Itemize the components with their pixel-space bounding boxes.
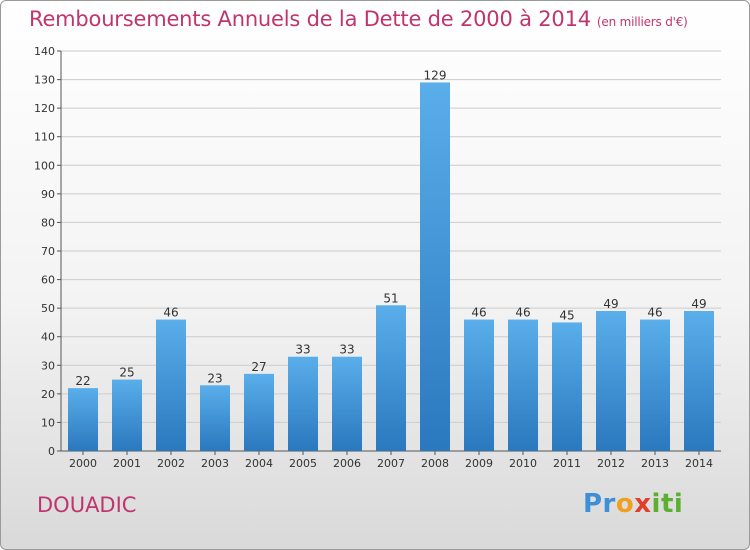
data-label: 22: [75, 374, 90, 388]
bar: [552, 322, 582, 451]
bar: [684, 311, 714, 451]
bar: [156, 319, 186, 451]
data-label: 49: [691, 297, 706, 311]
x-tick-label: 2008: [421, 457, 449, 470]
proxiti-logo: Proxiti: [583, 489, 683, 519]
y-tick-label: 130: [34, 74, 55, 87]
data-label: 33: [339, 343, 354, 357]
bar: [640, 319, 670, 451]
y-tick-label: 110: [34, 131, 55, 144]
commune-name: DOUADIC: [37, 493, 137, 517]
data-label: 46: [647, 306, 662, 320]
logo-part-3: x: [634, 489, 652, 519]
x-tick-label: 2006: [333, 457, 361, 470]
bar: [332, 356, 362, 451]
data-label: 33: [295, 343, 310, 357]
x-tick-label: 2000: [69, 457, 97, 470]
y-tick-label: 100: [34, 159, 55, 172]
x-tick-label: 2007: [377, 457, 405, 470]
bar: [200, 385, 230, 451]
x-tick-label: 2011: [553, 457, 581, 470]
x-tick-label: 2014: [685, 457, 713, 470]
x-tick-label: 2010: [509, 457, 537, 470]
x-tick-label: 2004: [245, 457, 273, 470]
y-tick-label: 60: [41, 274, 55, 287]
bar: [420, 82, 450, 451]
x-tick-label: 2002: [157, 457, 185, 470]
y-tick-label: 10: [41, 416, 55, 429]
y-tick-label: 40: [41, 331, 55, 344]
y-tick-label: 20: [41, 388, 55, 401]
data-label: 25: [119, 366, 134, 380]
data-label: 27: [251, 360, 266, 374]
y-tick-label: 120: [34, 102, 55, 115]
bar: [508, 319, 538, 451]
data-label: 23: [207, 371, 222, 385]
data-label: 51: [383, 291, 398, 305]
y-tick-label: 0: [48, 445, 55, 458]
x-tick-label: 2012: [597, 457, 625, 470]
y-tick-label: 140: [34, 45, 55, 58]
data-label: 45: [559, 308, 574, 322]
x-tick-label: 2005: [289, 457, 317, 470]
chart-title: Remboursements Annuels de la Dette de 20…: [29, 7, 688, 31]
x-tick-label: 2009: [465, 457, 493, 470]
logo-part-1: Pr: [583, 489, 616, 519]
bar: [596, 311, 626, 451]
y-tick-label: 50: [41, 302, 55, 315]
data-label: 46: [163, 306, 178, 320]
unit-label: (en milliers d'€): [596, 15, 688, 29]
y-tick-label: 90: [41, 188, 55, 201]
y-tick-label: 70: [41, 245, 55, 258]
bar: [112, 379, 142, 451]
bar: [68, 388, 98, 451]
data-label: 46: [471, 306, 486, 320]
bar: [244, 373, 274, 451]
bar: [464, 319, 494, 451]
title-text: Remboursements Annuels de la Dette de 20…: [29, 7, 591, 31]
bar: [288, 356, 318, 451]
logo-part-4: iti: [651, 489, 684, 519]
y-tick-label: 80: [41, 216, 55, 229]
bar: [376, 305, 406, 451]
x-tick-label: 2003: [201, 457, 229, 470]
y-tick-label: 30: [41, 359, 55, 372]
logo-part-2: o: [615, 489, 635, 519]
x-tick-label: 2013: [641, 457, 669, 470]
data-label: 46: [515, 306, 530, 320]
x-tick-label: 2001: [113, 457, 141, 470]
data-label: 49: [603, 297, 618, 311]
data-label: 129: [424, 68, 447, 82]
